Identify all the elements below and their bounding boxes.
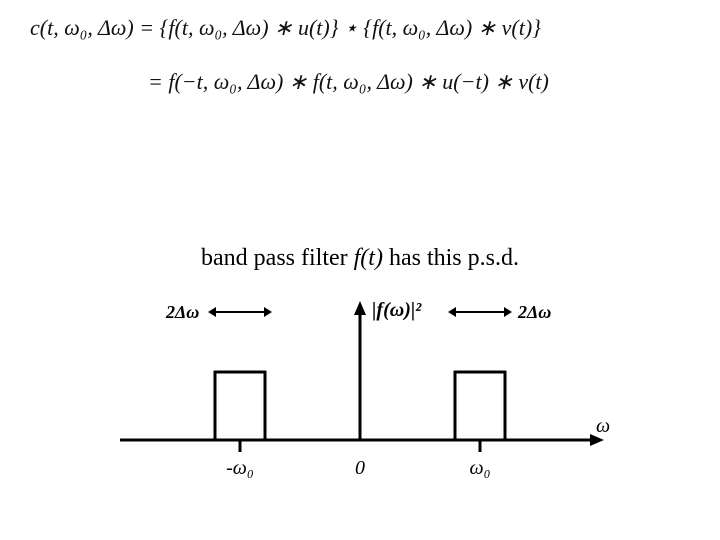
svg-text:0: 0 <box>355 457 365 479</box>
svg-text:ω: ω <box>596 415 610 437</box>
eq1-lhs: c(t, ω₀, Δω) = <box>30 15 160 40</box>
eq1-rhs: {f(t, ω₀, Δω) ∗ u(t)} ⋆ {f(t, ω₀, Δω) ∗ … <box>160 15 541 40</box>
caption-prefix: band pass filter <box>201 245 354 271</box>
equation-line-1: c(t, ω₀, Δω) = {f(t, ω₀, Δω) ∗ u(t)} ⋆ {… <box>30 15 549 41</box>
psd-diagram: 2Δω 2Δω |f(ω)|² ω -ω₀ 0 ω₀ <box>100 290 620 490</box>
svg-text:ω₀: ω₀ <box>469 457 490 479</box>
eq2-rhs: f(−t, ω₀, Δω) ∗ f(t, ω₀, Δω) ∗ u(−t) ∗ v… <box>168 69 549 94</box>
svg-text:-ω₀: -ω₀ <box>226 457 254 479</box>
svg-text:2Δω: 2Δω <box>517 302 551 322</box>
caption-suffix: has this p.s.d. <box>383 245 519 271</box>
svg-text:|f(ω)|²: |f(ω)|² <box>372 299 422 321</box>
eq2-eq: = <box>148 69 168 94</box>
svg-text:2Δω: 2Δω <box>165 302 199 322</box>
equation-line-2: = f(−t, ω₀, Δω) ∗ f(t, ω₀, Δω) ∗ u(−t) ∗… <box>30 69 549 95</box>
diagram-caption: band pass filter f(t) has this p.s.d. <box>0 245 720 272</box>
caption-fn: f(t) <box>354 245 383 271</box>
equation-block: c(t, ω₀, Δω) = {f(t, ω₀, Δω) ∗ u(t)} ⋆ {… <box>30 15 549 123</box>
